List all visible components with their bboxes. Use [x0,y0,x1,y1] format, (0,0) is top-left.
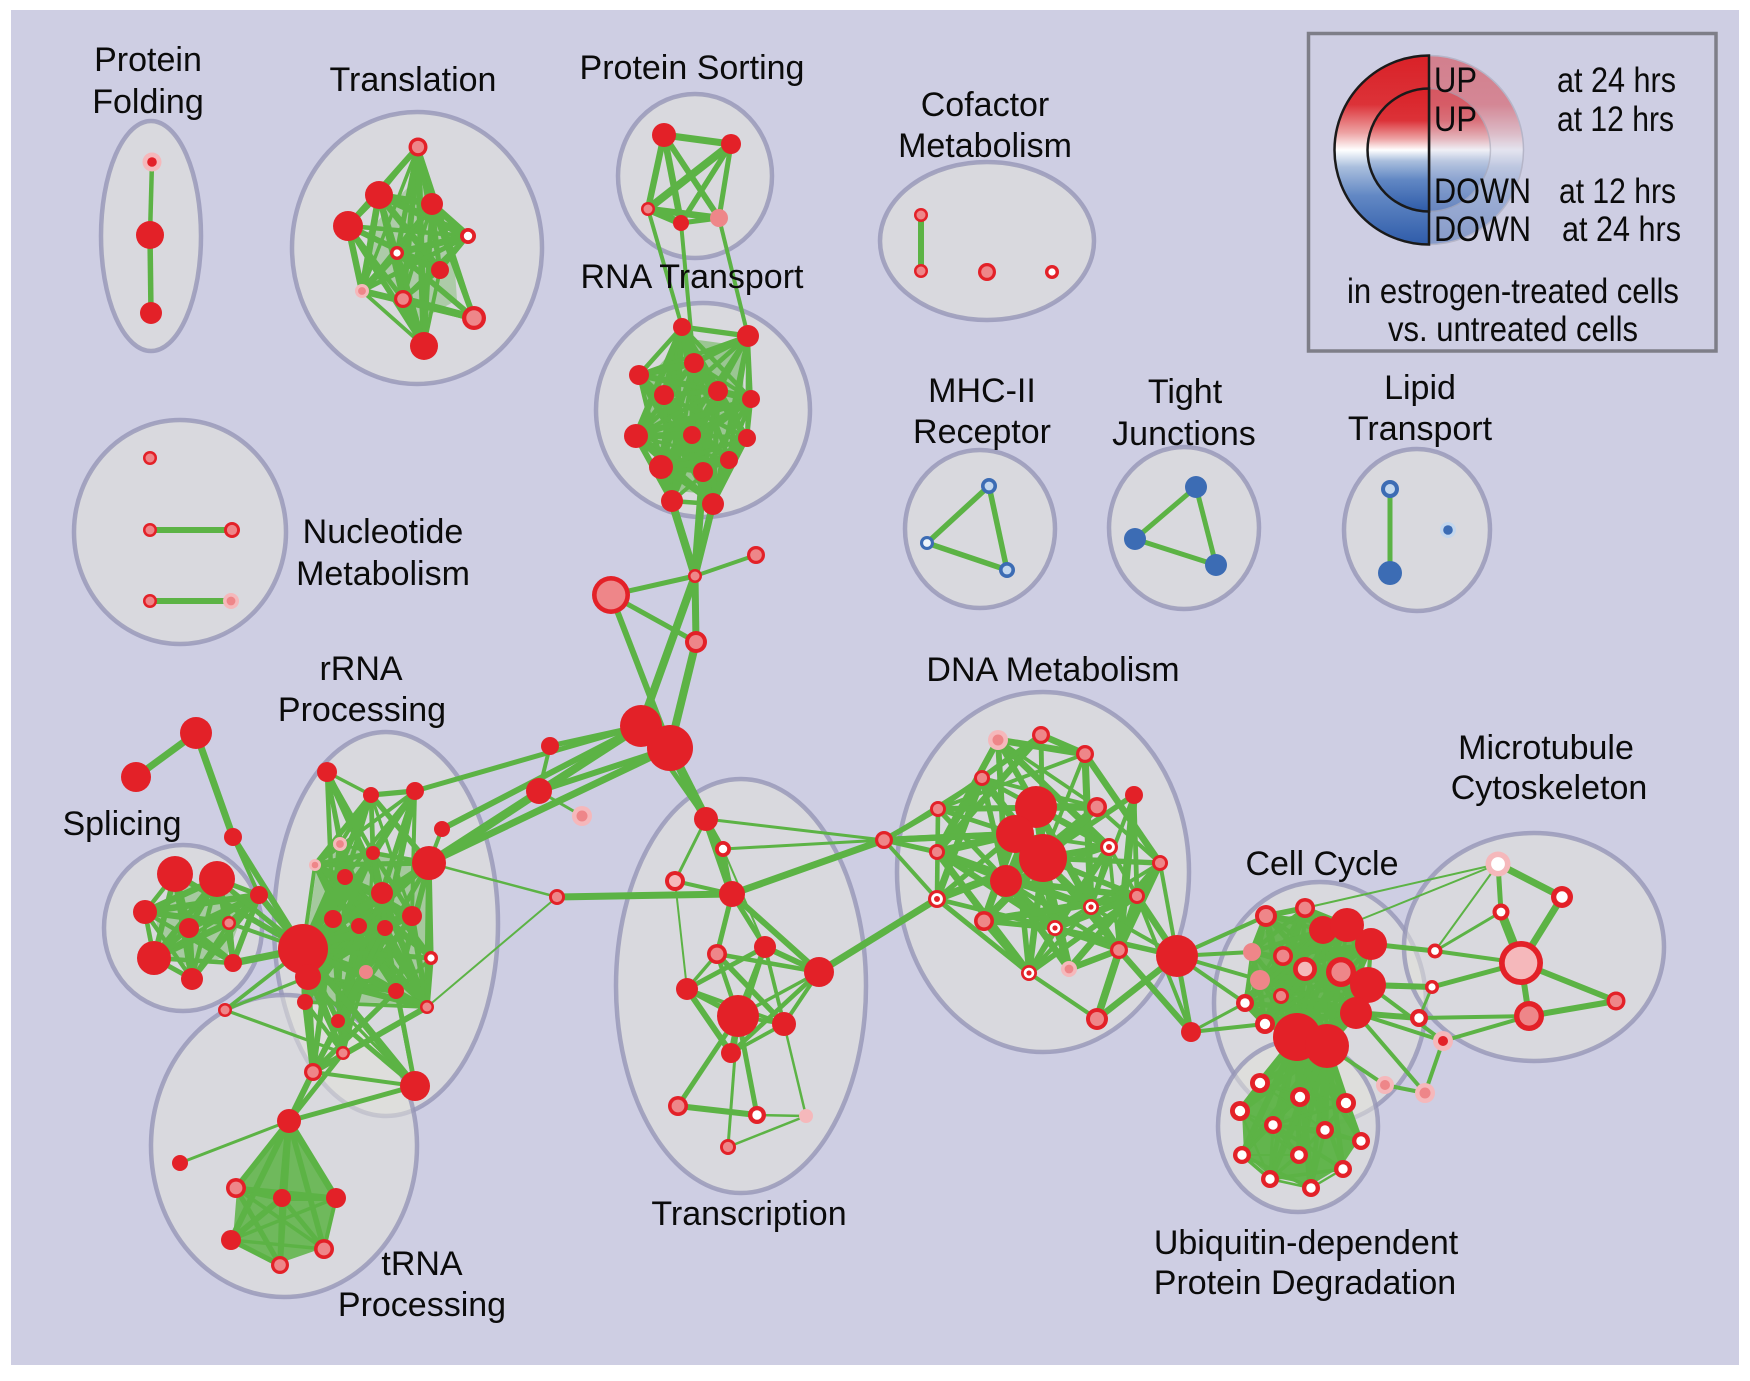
svg-text:Tight: Tight [1148,373,1223,411]
svg-text:at 12 hrs: at 12 hrs [1559,172,1676,211]
svg-text:vs. untreated cells: vs. untreated cells [1388,310,1638,349]
svg-text:DNA Metabolism: DNA Metabolism [926,651,1179,689]
svg-text:Metabolism: Metabolism [296,555,470,593]
svg-text:rRNA: rRNA [319,650,402,688]
svg-text:at 24 hrs: at 24 hrs [1562,210,1681,249]
svg-text:UP: UP [1434,100,1477,139]
svg-text:Ubiquitin-dependent: Ubiquitin-dependent [1154,1224,1459,1262]
svg-text:Processing: Processing [338,1286,506,1324]
svg-text:Transcription: Transcription [651,1195,846,1233]
svg-text:Metabolism: Metabolism [898,127,1072,165]
svg-text:Protein: Protein [94,41,202,79]
svg-text:Nucleotide: Nucleotide [303,513,464,551]
svg-text:in estrogen-treated cells: in estrogen-treated cells [1347,272,1679,311]
svg-text:DOWN: DOWN [1434,210,1531,249]
svg-text:Processing: Processing [278,691,446,729]
svg-text:Cytoskeleton: Cytoskeleton [1451,769,1648,807]
svg-text:RNA Transport: RNA Transport [581,258,805,296]
svg-text:Receptor: Receptor [913,413,1051,451]
svg-text:Cofactor: Cofactor [921,86,1050,124]
svg-text:Lipid: Lipid [1384,369,1456,407]
svg-text:Junctions: Junctions [1112,415,1256,453]
svg-text:Splicing: Splicing [62,805,181,843]
svg-text:Protein Degradation: Protein Degradation [1154,1264,1456,1302]
svg-text:MHC-II: MHC-II [928,372,1036,410]
svg-text:Translation: Translation [330,61,497,99]
svg-text:Protein Sorting: Protein Sorting [580,49,805,87]
svg-text:Transport: Transport [1348,410,1493,448]
svg-text:Folding: Folding [92,83,204,121]
svg-text:at 24 hrs: at 24 hrs [1557,61,1676,100]
svg-text:at 12 hrs: at 12 hrs [1557,100,1674,139]
svg-text:Microtubule: Microtubule [1458,729,1634,767]
svg-text:UP: UP [1434,61,1477,100]
svg-text:DOWN: DOWN [1434,172,1531,211]
svg-text:Cell Cycle: Cell Cycle [1245,845,1398,883]
svg-text:tRNA: tRNA [381,1245,463,1283]
